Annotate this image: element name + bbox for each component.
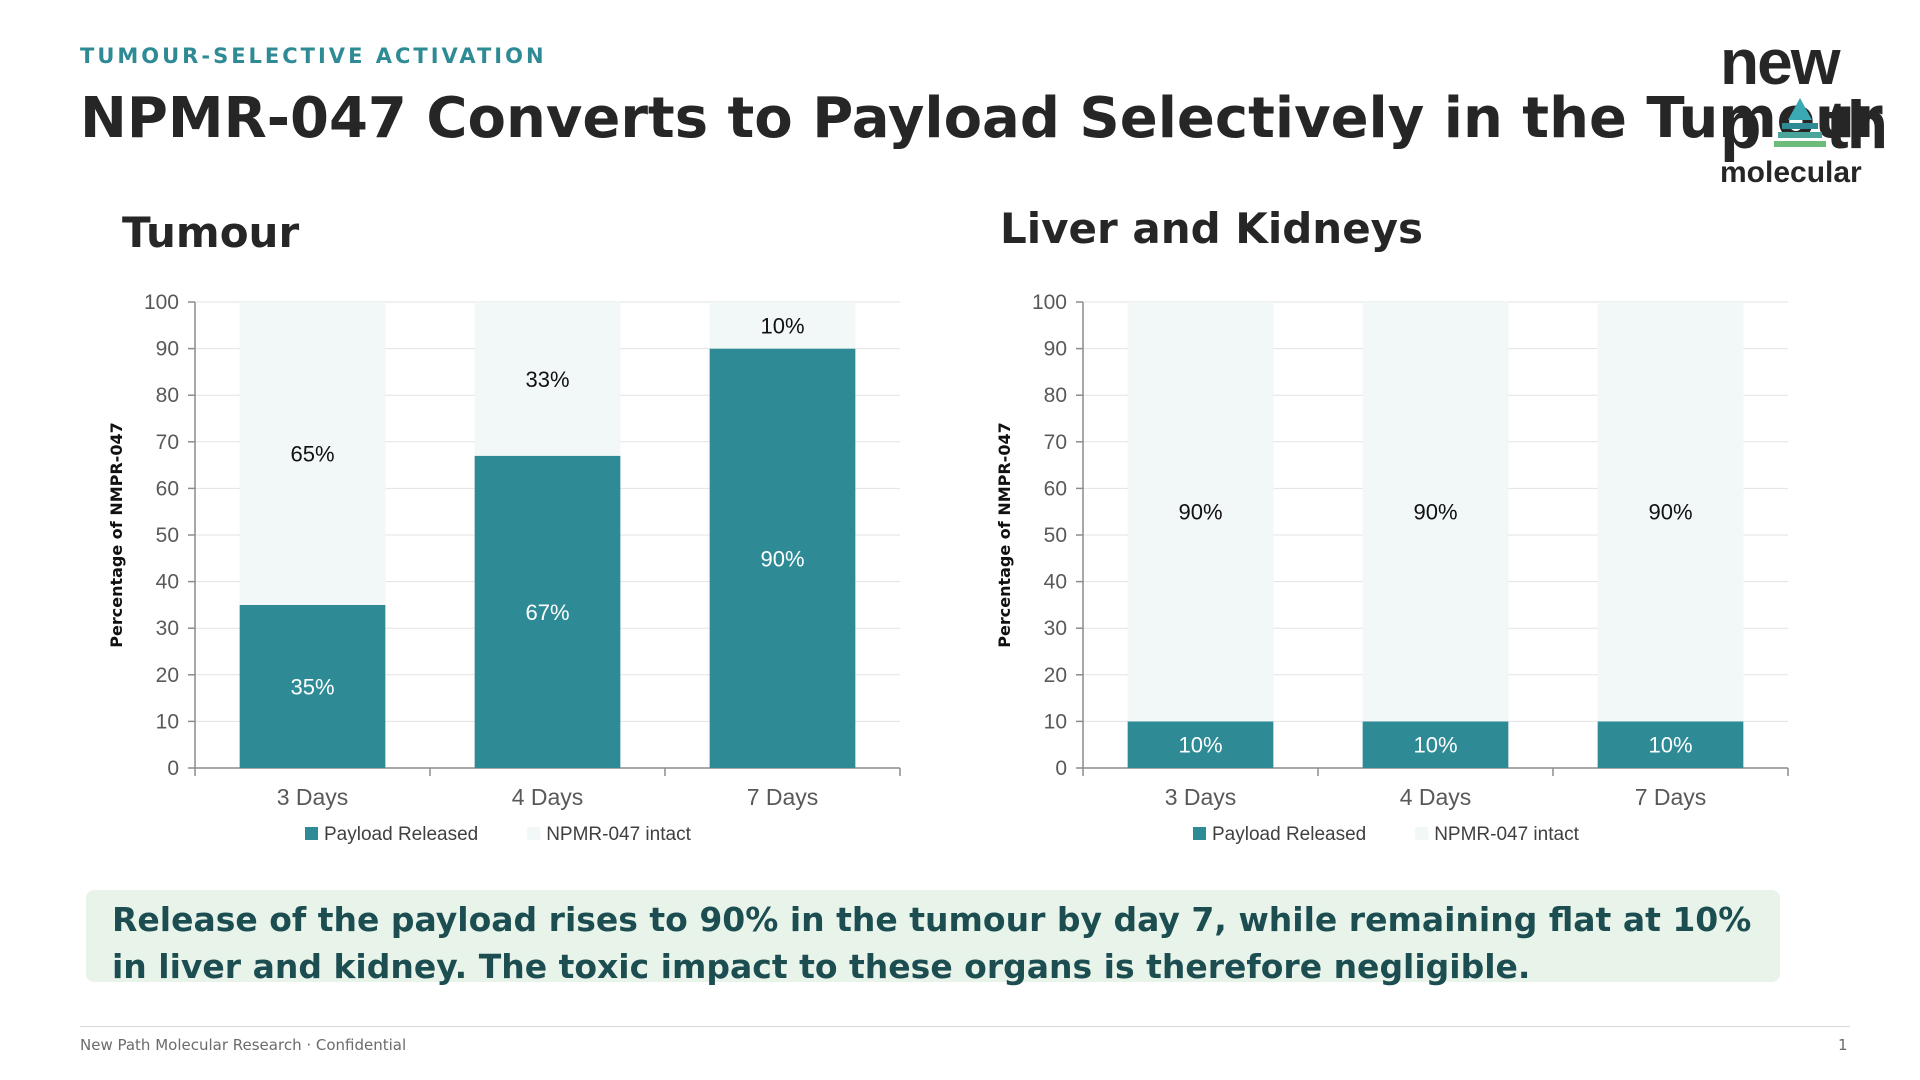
y-tick-label: 20	[156, 664, 179, 687]
data-label: 10%	[1178, 733, 1222, 758]
y-tick-label: 20	[1044, 664, 1067, 687]
x-tick-label: 7 Days	[1635, 784, 1707, 810]
bar-segment	[1127, 721, 1274, 768]
bar-segment	[474, 455, 621, 768]
x-tick-label: 7 Days	[747, 784, 819, 810]
bar-segment	[474, 302, 621, 456]
y-tick-label: 0	[167, 757, 179, 780]
y-tick-label: 70	[156, 431, 179, 454]
bar-segment	[1362, 721, 1509, 768]
logo-letters-th: th	[1826, 87, 1886, 163]
y-tick-label: 70	[1044, 431, 1067, 454]
y-tick-label: 100	[144, 291, 179, 314]
bar-segment	[1597, 302, 1744, 722]
data-label: 33%	[525, 367, 569, 392]
liver-chart-heading: Liver and Kidneys	[1000, 204, 1424, 253]
logo-word-new: new	[1720, 26, 1841, 98]
legend-label: Payload Released	[1212, 824, 1366, 845]
legend-label: Payload Released	[324, 824, 478, 845]
x-tick-label: 4 Days	[1400, 784, 1472, 810]
legend-swatch	[1193, 827, 1206, 840]
liver-kidney-chart: 0 10 20 30 40 50 60 70 80 90 100 Percentage of NMPR…	[995, 291, 1789, 845]
eyebrow-label: TUMOUR-SELECTIVE ACTIVATION	[80, 44, 547, 68]
logo-triangle-icon	[1774, 98, 1826, 147]
footer-text: New Path Molecular Research · Confidenti…	[80, 1036, 407, 1054]
bar-segment	[1597, 721, 1744, 768]
key-finding-callout: Release of the payload rises to 90% in t…	[86, 890, 1780, 986]
data-label: 10%	[760, 313, 804, 338]
tumour-chart: 0 10 20 30 40 50 60 70 80 90 100 Percentage of NMPR…	[107, 291, 901, 845]
y-tick-label: 60	[156, 477, 179, 500]
data-label: 10%	[1413, 733, 1457, 758]
data-label: 67%	[525, 600, 569, 625]
logo-letter-p: p	[1720, 87, 1762, 163]
y-tick-label: 10	[156, 710, 179, 733]
legend-label: NPMR-047 intact	[1434, 824, 1579, 845]
y-tick-label: 80	[1044, 384, 1067, 407]
company-logo: new p th molecular	[1720, 26, 1888, 189]
bar-segment	[239, 302, 386, 605]
data-label: 90%	[760, 546, 804, 571]
y-tick-label: 50	[156, 524, 179, 547]
y-tick-label: 30	[156, 617, 179, 640]
x-tick-label: 3 Days	[277, 784, 349, 810]
page-number: 1	[1838, 1036, 1848, 1054]
y-tick-label: 0	[1055, 757, 1067, 780]
y-axis-title: Percentage of NMPR-047	[107, 422, 126, 647]
y-tick-label: 30	[1044, 617, 1067, 640]
data-label: 10%	[1648, 733, 1692, 758]
slide-title: NPMR-047 Converts to Payload Selectively…	[80, 86, 1883, 151]
bar-segment	[709, 348, 856, 768]
legend-swatch	[1415, 827, 1429, 840]
legend-swatch	[305, 827, 318, 840]
data-label: 90%	[1413, 500, 1457, 525]
data-label: 65%	[290, 441, 334, 466]
logo-word-molecular: molecular	[1720, 156, 1862, 189]
legend-label: NPMR-047 intact	[546, 824, 691, 845]
y-axis-title: Percentage of NMPR-047	[995, 422, 1014, 647]
y-tick-label: 100	[1032, 291, 1067, 314]
y-tick-label: 50	[1044, 524, 1067, 547]
x-tick-label: 4 Days	[512, 784, 584, 810]
bar-segment	[709, 302, 856, 349]
data-label: 90%	[1178, 500, 1222, 525]
y-tick-label: 40	[156, 571, 179, 594]
x-tick-label: 3 Days	[1165, 784, 1237, 810]
data-label: 35%	[290, 674, 334, 699]
y-tick-label: 40	[1044, 571, 1067, 594]
y-tick-label: 80	[156, 384, 179, 407]
y-tick-label: 60	[1044, 477, 1067, 500]
y-tick-label: 10	[1044, 710, 1067, 733]
tumour-chart-heading: Tumour	[122, 208, 300, 257]
data-label: 90%	[1648, 500, 1692, 525]
y-tick-label: 90	[1044, 338, 1067, 361]
legend-swatch	[527, 827, 541, 840]
bar-segment	[239, 604, 386, 768]
y-tick-label: 90	[156, 338, 179, 361]
bar-segment	[1127, 302, 1274, 722]
bar-segment	[1362, 302, 1509, 722]
footer-divider	[80, 1026, 1850, 1027]
